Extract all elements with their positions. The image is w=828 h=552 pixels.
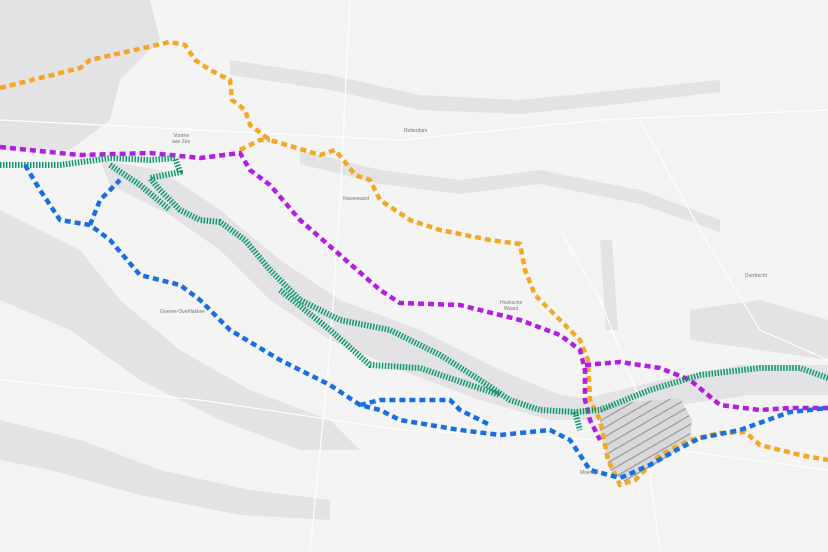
place-label-rotterdam: Rotterdam [404,128,428,134]
oude-maas [300,150,720,232]
blue-route-segment[interactable] [87,178,122,226]
purple-route-segment[interactable] [0,144,603,442]
grevelingen [0,210,360,450]
hatched-area [600,398,692,482]
green-route-segment[interactable] [108,162,172,213]
nieuwe-maas [230,60,720,114]
blue-route-segment[interactable] [359,397,492,428]
oosterschelde [0,420,330,520]
place-label-voorne-aan-zee: Voorne aan Zee [172,133,191,145]
blue-route-segment[interactable] [23,163,828,481]
green-route-segment[interactable] [278,287,501,398]
dordtse-kil [600,240,618,330]
orange-route-segment[interactable] [238,137,270,153]
purple-route-segment[interactable] [584,359,828,413]
purple-route[interactable] [0,144,828,442]
place-label-goeree-overflakkee: Goeree-Overflakkee [160,309,206,315]
north-sea [0,0,160,150]
green-route-segment[interactable] [572,411,583,431]
green-route-segment[interactable] [0,155,828,415]
blue-route[interactable] [23,163,828,481]
place-label-moerdijk: Moerdijk [580,470,599,476]
place-label-hoeksche-waard: Hoeksche Waard [500,300,523,312]
place-label-dordrecht: Dordrecht [745,273,767,279]
green-route[interactable] [0,155,828,431]
place-label-nissewaard: Nissewaard [343,196,370,202]
